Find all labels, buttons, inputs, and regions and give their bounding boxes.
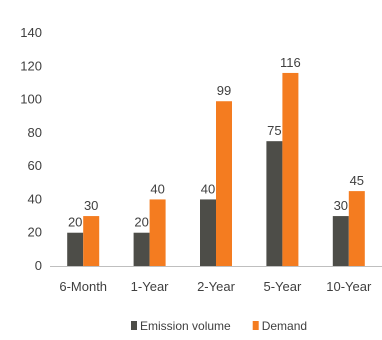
bars [67,72,365,266]
bar-emission-volume [200,199,216,266]
data-label: 20 [68,215,82,230]
bar-emission-volume [332,216,349,266]
x-tick-label: 10-Year [326,279,372,294]
data-label: 40 [150,181,164,196]
y-tick-label: 40 [28,191,42,206]
y-axis-labels: 0 20 40 60 80 100 120 140 [20,25,42,273]
bar-demand [216,101,232,266]
data-label: 116 [280,55,301,70]
bar-demand [149,199,166,266]
x-tick-label: 1-Year [131,279,169,294]
data-label: 30 [84,198,98,213]
data-label: 30 [334,198,348,213]
x-tick-label: 5-Year [263,279,301,294]
y-tick-label: 120 [20,58,42,73]
bar-demand [348,191,365,266]
y-tick-label: 100 [20,92,42,107]
x-tick-label: 6-Month [59,279,107,294]
x-tick-label: 2-Year [197,279,235,294]
legend-swatch [131,321,137,330]
bar-emission-volume [133,232,150,266]
y-tick-label: 80 [28,125,42,140]
bar-emission-volume [67,232,84,266]
data-label: 75 [267,123,281,138]
data-label: 40 [201,181,215,196]
y-tick-label: 140 [20,25,42,40]
y-tick-label: 20 [28,225,42,240]
legend-label: Demand [262,319,307,333]
x-axis-labels: 6-Month 1-Year 2-Year 5-Year 10-Year [59,279,372,294]
y-tick-label: 60 [28,158,42,173]
legend: Emission volume Demand [131,319,307,333]
data-label: 20 [134,215,148,230]
y-tick-label: 0 [35,258,42,273]
data-label: 45 [350,173,364,188]
bar-demand [282,72,299,266]
data-label: 99 [217,83,231,98]
legend-swatch [252,321,259,330]
bar-emission-volume [266,141,283,266]
legend-label: Emission volume [140,319,231,333]
bar-demand [83,216,100,266]
